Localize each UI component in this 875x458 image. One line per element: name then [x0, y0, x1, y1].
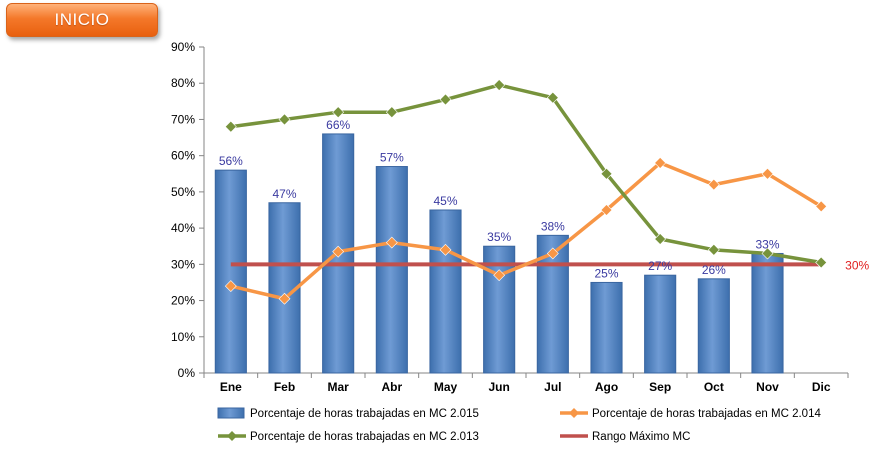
series-2014-point [439, 243, 452, 256]
bar-data-label: 35% [487, 230, 511, 244]
x-tick-label: May [434, 380, 458, 394]
legend-label: Porcentaje de horas trabajadas en MC 2.0… [250, 408, 479, 420]
inicio-button[interactable]: INICIO [6, 3, 158, 37]
bar-data-label: 45% [433, 194, 457, 208]
series-2013-point [332, 106, 345, 119]
bar-data-label: 66% [326, 118, 350, 132]
x-tick-label: Sep [649, 380, 671, 394]
series-2013-point [439, 93, 452, 106]
line-series-2014 [224, 156, 828, 305]
x-tick-label: Feb [274, 380, 295, 394]
y-tick-label: 90% [171, 40, 195, 54]
legend-label: Porcentaje de horas trabajadas en MC 2.0… [250, 431, 479, 443]
y-tick-label: 70% [171, 112, 195, 126]
series-2013-point [546, 91, 559, 104]
series-2014-point [546, 247, 559, 260]
legend-marker [227, 431, 237, 441]
axes: 0% 10% 20% 30% 40% 50% 60% 70% 80% 90% Ene Feb Mar Ab… [171, 40, 849, 394]
series-2014-line [230, 161, 823, 301]
series-2013-point [654, 233, 667, 245]
bar-data-label: 38% [541, 219, 565, 233]
bar [751, 252, 784, 374]
series-2014-point [707, 178, 720, 191]
x-tick-label: Abr [381, 380, 402, 394]
bar [483, 245, 516, 374]
y-tick-label: 20% [171, 294, 195, 308]
legend-swatch [217, 407, 245, 419]
series-2014-point [600, 204, 613, 216]
series-2013-point [600, 167, 613, 180]
x-tick-label: Nov [756, 380, 779, 394]
series-2014-point [493, 269, 506, 282]
series-2014-point [761, 167, 774, 180]
legend-marker [569, 408, 579, 418]
series-2013-point [385, 106, 398, 119]
series-2014-point [654, 156, 667, 169]
series-2014-point [224, 280, 237, 292]
data-labels: 56% 47% 66% 57% 45% 35% 38% 25% 27% 26% 33% [219, 118, 780, 281]
x-tick-label: Jul [544, 380, 561, 394]
x-tick-label: Ene [220, 380, 242, 394]
bar-data-label: 26% [702, 263, 726, 277]
bar-data-label: 27% [648, 259, 672, 273]
series-2013-point [493, 79, 506, 91]
bar [697, 278, 730, 374]
x-tick-label: Mar [327, 380, 349, 394]
series-2013-point [278, 113, 291, 126]
series-2014-point [385, 236, 398, 249]
bar [375, 166, 408, 374]
series-2013-point [761, 247, 774, 260]
x-tick-label: Dic [812, 380, 831, 394]
series-2013-point [224, 120, 237, 133]
bar [214, 169, 247, 374]
threshold-data-label: 30% [845, 258, 869, 272]
series-2014-point [278, 292, 291, 305]
legend-label: Porcentaje de horas trabajadas en MC 2.0… [592, 408, 821, 420]
series-2014-point [332, 245, 345, 258]
y-tick-label: 0% [178, 366, 196, 380]
line-series-2013 [224, 79, 828, 269]
bar-data-label: 56% [219, 154, 243, 168]
y-tick-label: 80% [171, 76, 195, 90]
series-2013-point [707, 243, 720, 256]
series-2013-line [230, 83, 822, 265]
bar [429, 209, 462, 374]
legend-label: Rango Máximo MC [592, 431, 690, 443]
bar [590, 281, 623, 374]
y-tick-label: 10% [171, 330, 195, 344]
series-2014-point [815, 200, 828, 213]
bar-data-label: 33% [755, 237, 779, 251]
bar [644, 274, 677, 374]
y-tick-label: 60% [171, 149, 195, 163]
bar-series [214, 133, 784, 374]
bar-data-label: 57% [380, 151, 404, 165]
x-tick-label: Jun [488, 380, 509, 394]
y-tick-label: 30% [171, 257, 195, 271]
bar-data-label: 47% [272, 187, 296, 201]
y-tick-label: 50% [171, 185, 195, 199]
x-tick-label: Oct [704, 380, 724, 394]
series-2013-point [815, 256, 828, 269]
y-tick-label: 40% [171, 221, 195, 235]
legend: Porcentaje de horas trabajadas en MC 2.0… [217, 407, 821, 443]
x-tick-label: Ago [595, 380, 618, 394]
bar-data-label: 25% [594, 266, 618, 280]
